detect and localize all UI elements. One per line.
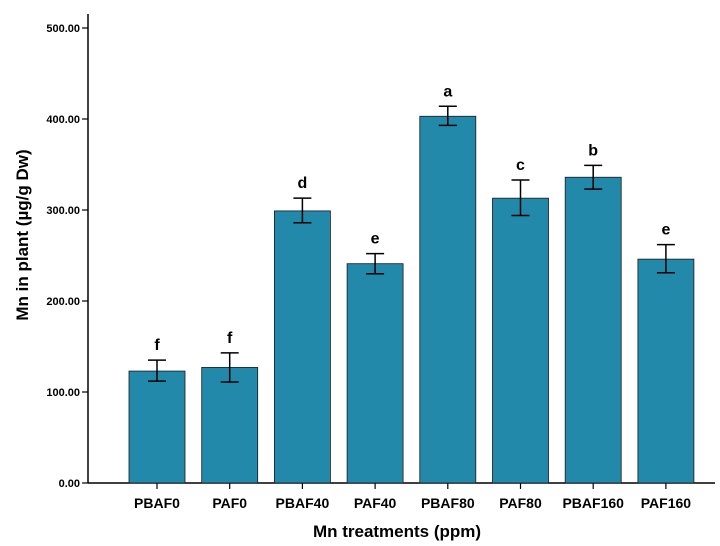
- x-tick-label: PBAF0: [134, 495, 180, 511]
- x-axis-title: Mn treatments (ppm): [313, 522, 481, 541]
- x-tick-label: PBAF160: [562, 495, 624, 511]
- significance-label: e: [661, 222, 670, 239]
- bar: [273, 210, 331, 484]
- y-axis-title: Mn in plant (µg/g Dw): [13, 149, 32, 320]
- x-tick-label: PAF0: [212, 495, 247, 511]
- y-tick-label: 100.00: [46, 387, 80, 399]
- significance-label: f: [154, 337, 160, 354]
- significance-label: d: [298, 175, 308, 192]
- x-tick-label: PAF160: [641, 495, 692, 511]
- significance-label: b: [588, 142, 598, 159]
- x-tick-label: PBAF80: [421, 495, 475, 511]
- y-tick-label: 500.00: [46, 23, 80, 35]
- bars: [128, 115, 695, 484]
- bar: [637, 258, 695, 484]
- bar: [201, 367, 259, 484]
- x-tick-label: PAF40: [354, 495, 397, 511]
- significance-labels: f f d e a c b e: [154, 83, 670, 354]
- x-tick-label: PBAF40: [276, 495, 330, 511]
- y-tick-label: 200.00: [46, 296, 80, 308]
- y-tick-label: 300.00: [46, 205, 80, 217]
- bar: [564, 176, 622, 484]
- y-axis: 0.00 100.00 200.00 300.00 400.00 500.00: [46, 14, 89, 490]
- bar: [419, 115, 477, 484]
- error-bars: [148, 105, 675, 383]
- y-tick-label: 0.00: [59, 478, 80, 490]
- significance-label: e: [371, 231, 380, 248]
- x-axis: PBAF0 PAF0 PBAF40 PAF40 PBAF80 PAF80 PBAF160 PA…: [88, 482, 715, 511]
- significance-label: c: [516, 157, 525, 174]
- significance-label: a: [443, 83, 452, 100]
- significance-label: f: [227, 330, 233, 347]
- bar: [346, 263, 404, 484]
- bar: [128, 370, 186, 484]
- x-tick-label: PAF80: [499, 495, 542, 511]
- bar: [492, 197, 549, 484]
- y-tick-label: 400.00: [46, 114, 80, 126]
